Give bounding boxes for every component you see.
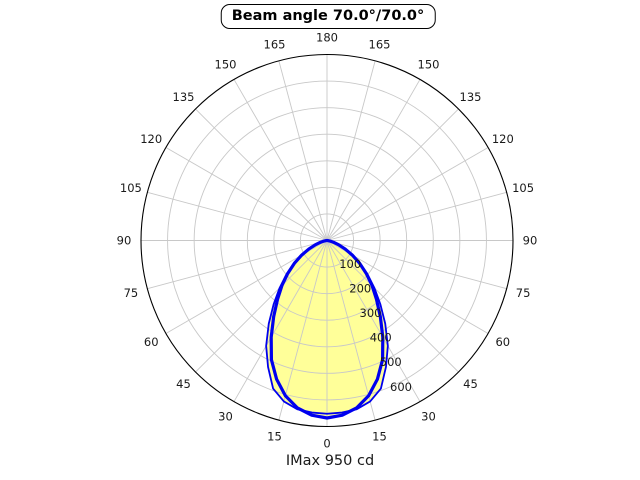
angle-tick-label: 15 bbox=[267, 430, 282, 444]
radial-tick-label: 500 bbox=[380, 355, 402, 369]
grid-spoke bbox=[326, 191, 507, 241]
angle-tick-label: 90 bbox=[523, 234, 538, 248]
imax-label: IMax 950 cd bbox=[285, 453, 375, 469]
angle-tick-label: 60 bbox=[495, 335, 510, 349]
angle-tick-label: 30 bbox=[421, 409, 436, 423]
grid-spoke bbox=[326, 108, 459, 241]
angle-tick-label: 180 bbox=[316, 31, 338, 45]
angle-tick-label: 0 bbox=[323, 437, 330, 451]
angle-tick-label: 135 bbox=[460, 90, 482, 104]
grid-spoke bbox=[195, 240, 328, 373]
angle-tick-label: 135 bbox=[173, 90, 195, 104]
grid-spoke bbox=[278, 240, 328, 421]
chart-title: Beam angle 70.0°/70.0° bbox=[220, 4, 436, 30]
grid-spoke bbox=[233, 79, 328, 241]
grid-spoke bbox=[326, 240, 459, 373]
angle-tick-label: 60 bbox=[144, 335, 159, 349]
angle-tick-label: 105 bbox=[120, 181, 142, 195]
grid-spoke bbox=[326, 60, 376, 241]
grid-spoke bbox=[233, 240, 328, 402]
grid-spoke bbox=[326, 240, 421, 402]
polar-outer-circle bbox=[140, 53, 514, 428]
angle-tick-label: 120 bbox=[492, 132, 514, 146]
angle-tick-label: 30 bbox=[218, 409, 233, 423]
angle-tick-label: 105 bbox=[512, 181, 534, 195]
grid-spoke bbox=[147, 240, 328, 290]
grid-spoke bbox=[165, 147, 328, 241]
angle-tick-label: 45 bbox=[463, 377, 478, 391]
grid-spoke bbox=[326, 79, 421, 241]
grid-spoke bbox=[147, 191, 328, 241]
radial-tick-label: 100 bbox=[339, 257, 361, 271]
grid-spoke bbox=[326, 240, 507, 290]
radial-tick-label: 300 bbox=[360, 306, 382, 320]
radial-tick-label: 400 bbox=[370, 331, 392, 345]
angle-tick-label: 165 bbox=[264, 37, 286, 51]
radial-tick-label: 600 bbox=[390, 380, 412, 394]
radial-tick-label: 200 bbox=[349, 282, 371, 296]
angle-tick-label: 90 bbox=[117, 234, 132, 248]
angle-tick-label: 15 bbox=[372, 430, 387, 444]
grid-spoke bbox=[278, 60, 328, 241]
grid-spoke bbox=[195, 108, 328, 241]
beam-curve-main bbox=[269, 238, 385, 420]
angle-tick-label: 150 bbox=[418, 58, 440, 72]
grid-spoke bbox=[326, 240, 376, 421]
angle-tick-label: 75 bbox=[516, 286, 531, 300]
angle-tick-label: 75 bbox=[124, 286, 139, 300]
angle-tick-label: 165 bbox=[369, 37, 391, 51]
angle-tick-label: 45 bbox=[176, 377, 191, 391]
angle-tick-label: 150 bbox=[215, 58, 237, 72]
angle-tick-label: 120 bbox=[140, 132, 162, 146]
grid-spoke bbox=[326, 147, 489, 241]
